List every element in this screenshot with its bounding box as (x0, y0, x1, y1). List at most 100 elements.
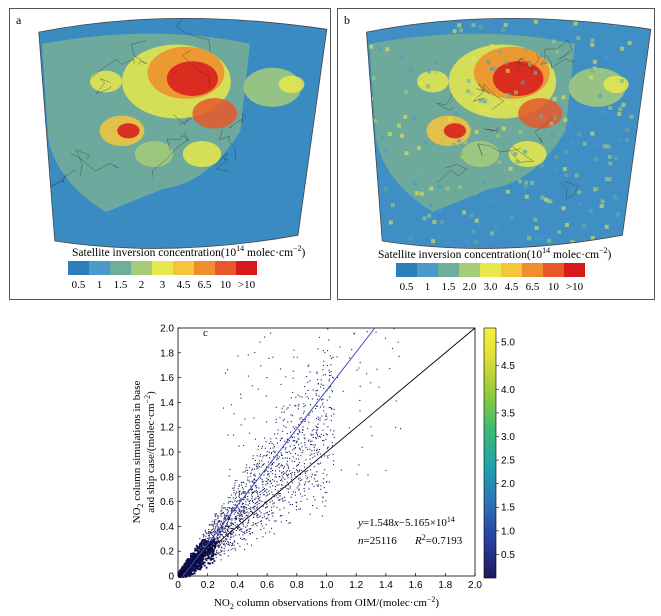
scatter-point (252, 492, 254, 494)
scatter-point (181, 573, 184, 575)
scatter-point (206, 533, 208, 535)
scatter-point (222, 531, 225, 533)
scatter-point (223, 513, 225, 515)
scatter-point (232, 533, 234, 535)
scatter-point (320, 485, 322, 487)
scatter-point (291, 436, 294, 439)
scatter-point (227, 529, 229, 532)
scatter-point (196, 552, 199, 555)
scatter-point (297, 438, 299, 440)
scatter-point (238, 509, 240, 511)
colorbar-tick-label: 2.0 (462, 281, 477, 293)
scatter-point (203, 550, 205, 553)
scatter-point (287, 464, 289, 466)
scatter-point (312, 457, 314, 459)
scatter-point (192, 563, 195, 566)
scatter-point (298, 429, 300, 431)
scatter-point (257, 498, 259, 500)
scatter-point (223, 550, 225, 552)
scatter-point (303, 484, 306, 486)
scatter-point (300, 442, 302, 444)
scatter-point (309, 469, 312, 471)
scatter-point (260, 490, 262, 493)
scatter-point (317, 378, 319, 381)
scatter-point (311, 483, 313, 485)
scatter-point (216, 541, 218, 544)
colorbar-tick-label: 1 (96, 279, 103, 291)
scatter-point (234, 541, 236, 543)
scatter-point (292, 370, 294, 372)
scatter-point (237, 355, 239, 357)
scatter-point (274, 470, 276, 472)
scatter-point (250, 510, 252, 512)
scatter-point (292, 426, 294, 428)
scatter-point (204, 538, 206, 540)
scatter-point (253, 481, 255, 483)
scatter-point (204, 544, 207, 546)
scatter-point (270, 468, 272, 470)
scatter-point (254, 490, 256, 492)
scatter-point (268, 519, 270, 521)
scatter-point (290, 436, 293, 438)
scatter-point (225, 518, 227, 520)
scatter-point (300, 500, 302, 503)
scatter-point (259, 455, 261, 457)
scatter-point (198, 558, 201, 561)
scatter-point (231, 518, 233, 520)
scatter-point (278, 484, 280, 486)
scatter-point (198, 544, 201, 547)
scatter-point (283, 466, 285, 468)
scatter-point (224, 527, 226, 530)
scatter-point (187, 563, 190, 566)
scatter-point (249, 509, 251, 511)
scatter-point (240, 511, 242, 513)
scatter-point (244, 548, 246, 550)
scatter-point (252, 455, 254, 457)
scatter-point (254, 485, 256, 487)
scatter-point (259, 473, 261, 475)
scatter-point (217, 553, 219, 555)
scatter-point (242, 506, 244, 508)
scatter-point (225, 525, 228, 527)
scatter-point (309, 412, 311, 414)
scatter-point (243, 491, 245, 493)
scatter-point (200, 543, 203, 546)
x-tick-label: 0.4 (230, 580, 244, 591)
scatter-point (219, 552, 221, 554)
scatter-point (349, 357, 351, 359)
scatter-point (313, 485, 315, 487)
scatter-point (239, 521, 242, 523)
scatter-point (305, 459, 307, 461)
fit-equation: y=1.548x−5.165×1014 (357, 515, 455, 529)
scatter-point (198, 560, 201, 562)
scatter-point (356, 473, 358, 475)
scatter-point (200, 566, 203, 568)
scatter-point (307, 440, 310, 442)
scatter-point (268, 513, 270, 515)
y-tick-label: 0.6 (160, 497, 174, 508)
scatter-point (317, 484, 320, 486)
scatter-point (231, 544, 233, 547)
scatter-point (316, 430, 318, 432)
scatter-point (279, 476, 281, 478)
scatter-point (242, 512, 244, 514)
scatter-point (331, 407, 333, 409)
scatter-point (207, 531, 209, 533)
scatter-point (273, 496, 275, 498)
scatter-point (304, 386, 306, 388)
scatter-point (194, 558, 197, 560)
scatter-point (188, 559, 191, 561)
scatter-point (264, 470, 266, 472)
scatter-point (263, 527, 265, 529)
scatter-point (277, 497, 279, 499)
scatter-point (279, 493, 281, 495)
scatter-point (195, 553, 198, 556)
scatter-point (217, 539, 219, 541)
scatter-point (206, 557, 209, 560)
scatter-point (325, 433, 327, 435)
colorbar-tick-label: 3.0 (483, 281, 498, 293)
scatter-point (253, 417, 255, 419)
scatter-point (310, 433, 312, 435)
scatter-point (319, 406, 321, 408)
scatter-point (220, 550, 222, 553)
